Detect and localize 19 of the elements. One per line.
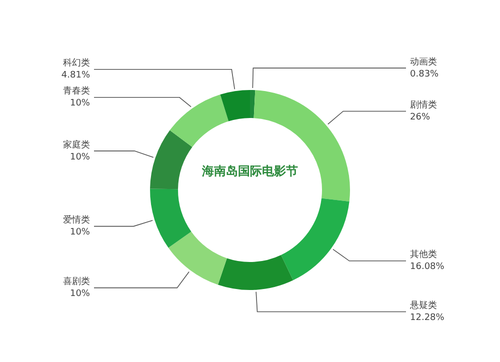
slice-label: 悬疑类 [409, 300, 437, 312]
slice-label: 爱情类 [63, 214, 90, 226]
slice-label: 家庭类 [63, 139, 90, 150]
slice-label: 科幻类 [63, 58, 90, 69]
slice-label: 其他类 [410, 249, 437, 260]
data-label: 10% [70, 289, 90, 300]
data-label: 4.81% [61, 70, 90, 81]
data-label: 10% [70, 152, 90, 162]
slice-label: 青春类 [63, 86, 90, 97]
data-label: 16.08% [410, 262, 445, 272]
data-label: 26% [410, 112, 430, 123]
slice-label: 动画类 [410, 56, 437, 68]
data-label: 12.28% [410, 313, 445, 324]
slice-label: 剧情类 [410, 100, 437, 111]
slice-label: 喜剧类 [63, 276, 90, 288]
data-label: 10% [70, 228, 90, 238]
data-label: 10% [70, 98, 90, 109]
text: 海南岛国际电影节 [201, 164, 298, 178]
data-label: 0.83% [410, 69, 440, 80]
